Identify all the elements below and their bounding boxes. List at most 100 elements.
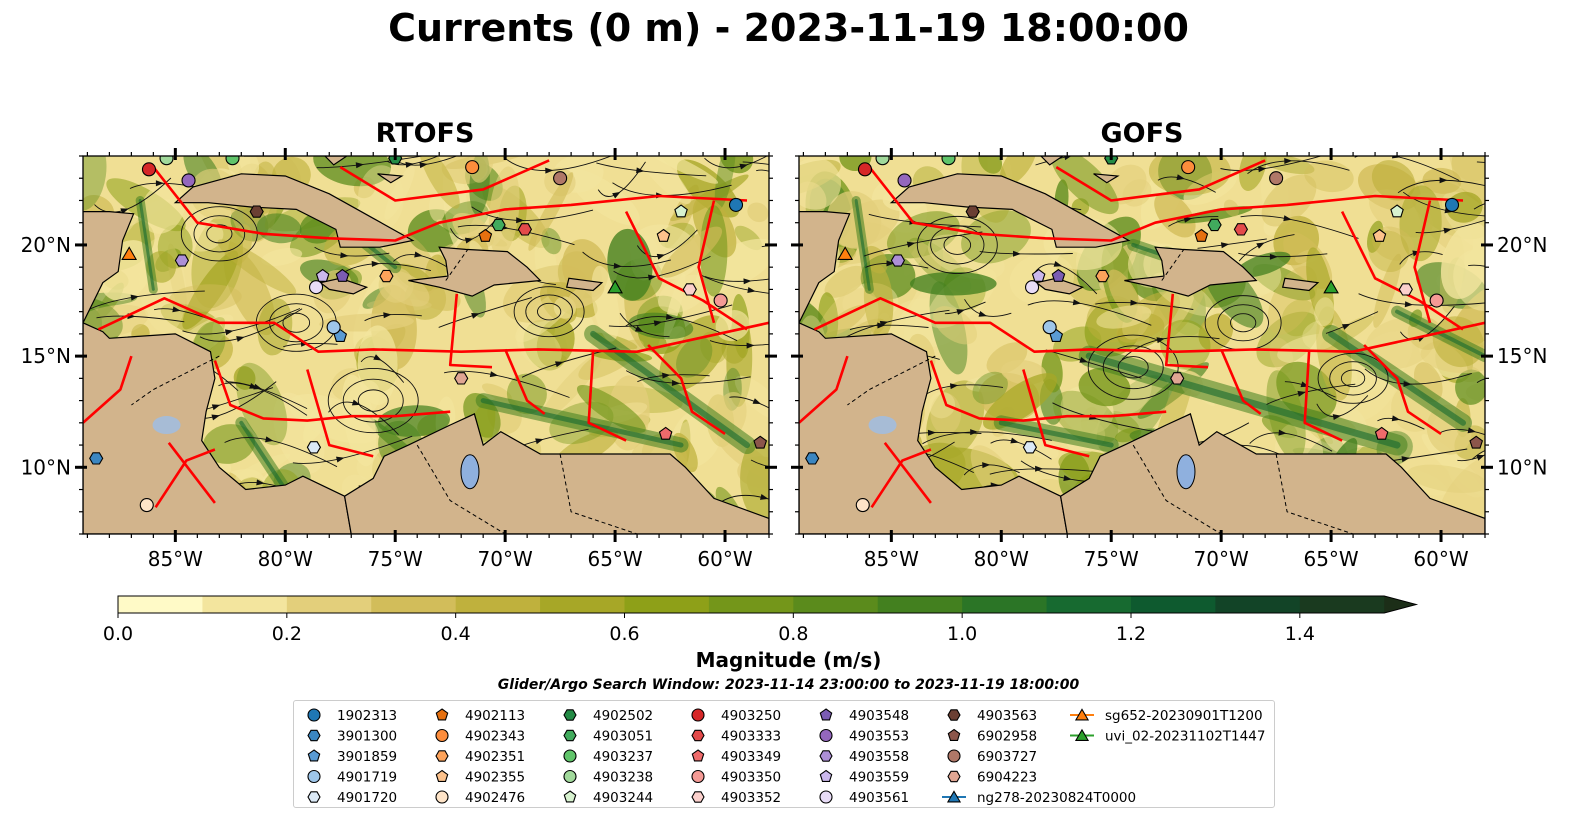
- streamline-arrow: [253, 383, 262, 390]
- streamline-arrow: [1072, 299, 1082, 306]
- speed-patch: [607, 228, 653, 301]
- streamline-arrow: [1010, 437, 1019, 444]
- land: [343, 413, 769, 534]
- float-marker-4903558: [174, 254, 190, 267]
- legend-label: ng278-20230824T0000: [977, 790, 1136, 806]
- streamline: [1476, 161, 1485, 163]
- float-marker-4903051: [491, 218, 506, 232]
- legend-label: uvi_02-20231102T1447: [1105, 729, 1265, 745]
- legend-entry-4902502: 4902502: [563, 708, 653, 724]
- speed-patch: [83, 296, 123, 344]
- legend-entry-4901720: 4901720: [307, 790, 397, 806]
- float-marker-4903238: [159, 156, 174, 166]
- eddy-streamline: [206, 224, 233, 244]
- y-tick-label: 10°N: [21, 455, 71, 479]
- streamline-arrow: [1476, 454, 1485, 461]
- float-marker-4903333: [1233, 223, 1249, 236]
- eez-boundary: [1220, 348, 1262, 415]
- legend-entry-4903553: 4903553: [819, 729, 909, 745]
- legend-entry-6902958: 6902958: [947, 728, 1037, 745]
- speed-patch: [1198, 313, 1234, 351]
- streamline-arrow: [1183, 216, 1193, 223]
- eez-boundary: [799, 355, 849, 424]
- float-marker-4903352: [1398, 283, 1413, 296]
- x-tick-label: 75°W: [1084, 547, 1139, 571]
- eez-boundary: [97, 297, 769, 353]
- speed-patch: [182, 250, 239, 330]
- speed-patch: [926, 380, 985, 460]
- legend-marker: [1074, 708, 1090, 721]
- float-marker-4903244: [1390, 204, 1404, 218]
- colorbar-segment: [962, 596, 1048, 613]
- streamline-arrow: [1403, 380, 1412, 387]
- panel-title-rtofs: RTOFS: [375, 118, 475, 149]
- speed-patch: [1261, 174, 1317, 227]
- y-tick-label: 10°N: [1497, 455, 1547, 479]
- speed-patch: [824, 265, 867, 298]
- streamline-arrow: [265, 436, 274, 443]
- streamline-arrow: [554, 361, 564, 368]
- map-panel-gofs: 85°W 80°W 75°W 70°W 65°W 60°W 10°N 15°N 20°N: [791, 148, 1547, 571]
- land: [799, 322, 1068, 534]
- glider-marker-sg652-20230901T1200: [121, 246, 138, 260]
- colorbar-tick-label: 0.0: [103, 623, 133, 645]
- eddy-streamline: [327, 367, 419, 434]
- streamline-arrow: [746, 342, 755, 349]
- land: [1093, 173, 1120, 184]
- colorbar-extend-arrow: [1384, 596, 1417, 613]
- speed-patch: [313, 156, 391, 187]
- legend-marker: [435, 708, 449, 721]
- float-marker-4903563: [249, 205, 264, 218]
- search-window-text: Glider/Argo Search Window: 2023-11-14 23…: [497, 677, 1080, 693]
- speed-patch: [1455, 369, 1485, 405]
- speed-patch: [999, 156, 1037, 186]
- streamline-arrow: [211, 404, 221, 411]
- eddy-streamline: [1317, 352, 1389, 404]
- streamline-arrow: [656, 253, 666, 260]
- speed-patch: [714, 156, 736, 211]
- float-marker-4902113: [1194, 228, 1209, 242]
- eez-boundary: [154, 448, 216, 509]
- streamline-arrow: [949, 383, 959, 390]
- legend-label: 4902113: [465, 708, 525, 724]
- colorbar-tick-label: 0.4: [441, 623, 471, 645]
- streamline-arrow: [1401, 456, 1410, 463]
- eez-boundary: [448, 293, 493, 369]
- legend-entry-4903244: 4903244: [563, 790, 653, 806]
- speed-patch: [1407, 464, 1485, 493]
- country-border: [1161, 249, 1185, 281]
- streamline-arrow: [653, 320, 663, 327]
- legend-label: 6903727: [977, 749, 1037, 765]
- speed-patch: [972, 371, 1008, 405]
- streamline-arrow: [225, 329, 234, 336]
- streamline-arrow: [665, 313, 675, 320]
- speed-patch: [184, 221, 224, 252]
- colorbar-segment: [624, 596, 710, 613]
- speed-patch: [700, 331, 728, 364]
- speed-patch: [536, 318, 575, 368]
- float-marker-4903250: [857, 162, 873, 177]
- y-tick-label: 20°N: [1497, 233, 1547, 257]
- speed-patch: [319, 313, 414, 332]
- streamline-arrow: [383, 312, 392, 319]
- float-marker-4902355: [656, 228, 671, 242]
- eddy-streamline: [1230, 313, 1257, 333]
- legend-entry-4903349: 4903349: [691, 749, 781, 765]
- legend-marker: [947, 728, 961, 741]
- colorbar-segment: [540, 596, 625, 613]
- legend-label: 4903349: [721, 749, 781, 765]
- float-marker-4903237: [225, 156, 240, 166]
- streamline-arrow: [1439, 177, 1448, 184]
- country-border: [1132, 444, 1222, 534]
- streamline-arrow: [351, 399, 361, 406]
- country-border: [416, 444, 506, 534]
- legend-entry-4903559: 4903559: [819, 770, 909, 786]
- speed-patch: [1078, 367, 1131, 407]
- streamline-arrow: [256, 479, 265, 486]
- legend-entry-sg652-20230901T1200: sg652-20230901T1200: [1070, 708, 1263, 724]
- map-panel-rtofs: 85°W 80°W 75°W 70°W 65°W 60°W 10°N 15°N 20°N: [21, 148, 777, 571]
- legend-marker: [307, 708, 321, 722]
- colorbar-segment: [877, 596, 963, 613]
- x-tick-label: 65°W: [1303, 547, 1358, 571]
